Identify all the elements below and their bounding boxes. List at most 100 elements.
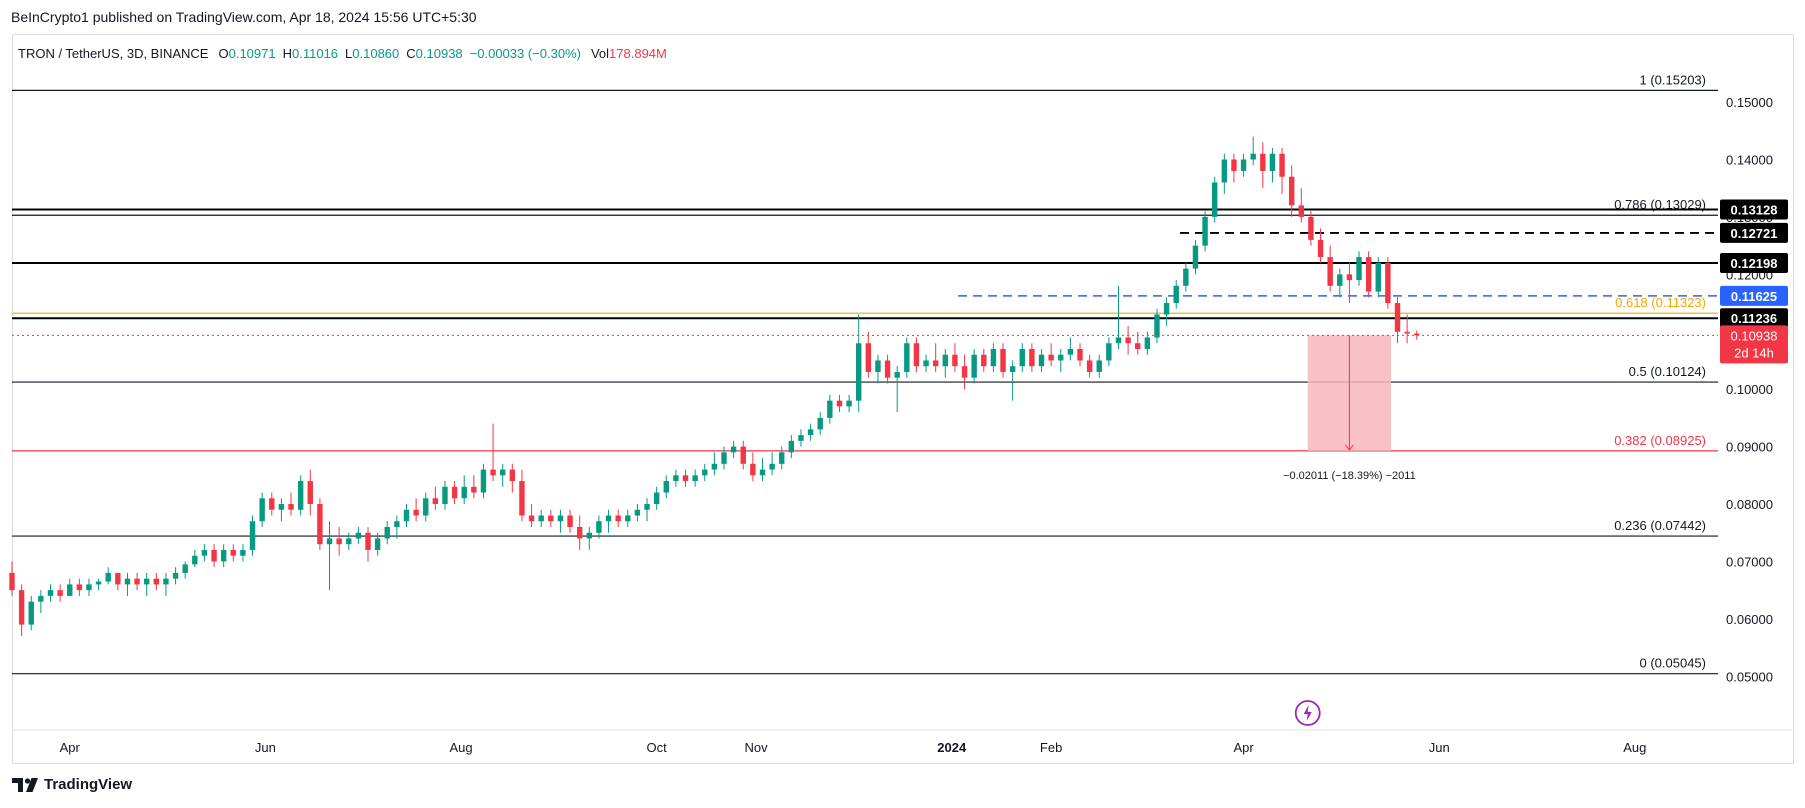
candle[interactable] bbox=[884, 354, 891, 384]
candle[interactable] bbox=[567, 509, 573, 533]
candle[interactable] bbox=[711, 452, 718, 476]
candle[interactable] bbox=[721, 446, 727, 470]
candle[interactable] bbox=[134, 572, 140, 591]
candle[interactable] bbox=[9, 561, 15, 596]
candle[interactable] bbox=[384, 521, 390, 545]
candle[interactable] bbox=[1106, 337, 1112, 367]
candle[interactable] bbox=[1327, 245, 1333, 292]
candle[interactable] bbox=[1009, 360, 1016, 401]
candle[interactable] bbox=[1135, 331, 1141, 355]
candle[interactable] bbox=[1077, 343, 1083, 367]
candle[interactable] bbox=[153, 572, 160, 591]
candle[interactable] bbox=[913, 337, 920, 372]
candle[interactable] bbox=[1154, 308, 1160, 344]
candle[interactable] bbox=[519, 469, 525, 522]
candle[interactable] bbox=[981, 348, 987, 372]
candle[interactable] bbox=[355, 526, 362, 545]
candle[interactable] bbox=[759, 458, 766, 482]
candle[interactable] bbox=[249, 515, 256, 556]
candle[interactable] bbox=[230, 544, 236, 562]
candle[interactable] bbox=[625, 509, 631, 527]
candle[interactable] bbox=[702, 463, 708, 482]
lightning-icon[interactable] bbox=[1294, 700, 1321, 726]
candle[interactable] bbox=[615, 509, 621, 527]
candle[interactable] bbox=[480, 463, 487, 499]
candle[interactable] bbox=[788, 435, 795, 459]
candle[interactable] bbox=[990, 343, 997, 372]
candle[interactable] bbox=[586, 526, 592, 550]
candle[interactable] bbox=[1086, 354, 1093, 378]
candle[interactable] bbox=[471, 475, 477, 499]
candle[interactable] bbox=[817, 412, 823, 436]
candle[interactable] bbox=[971, 348, 977, 384]
candle[interactable] bbox=[730, 440, 737, 459]
candle[interactable] bbox=[423, 492, 429, 522]
candle[interactable] bbox=[942, 348, 948, 378]
candle[interactable] bbox=[1288, 165, 1295, 217]
candle[interactable] bbox=[932, 343, 939, 372]
candle[interactable] bbox=[1365, 251, 1372, 298]
candle[interactable] bbox=[1346, 262, 1353, 304]
candle[interactable] bbox=[1385, 257, 1391, 309]
candle[interactable] bbox=[1375, 257, 1381, 298]
candle[interactable] bbox=[692, 469, 698, 487]
candle[interactable] bbox=[1356, 251, 1362, 286]
candle[interactable] bbox=[1163, 297, 1170, 327]
candle[interactable] bbox=[1048, 343, 1054, 367]
candle[interactable] bbox=[278, 498, 285, 522]
candle[interactable] bbox=[67, 578, 73, 596]
candle[interactable] bbox=[95, 578, 102, 591]
candle[interactable] bbox=[1202, 211, 1208, 252]
candle[interactable] bbox=[836, 394, 843, 413]
candle[interactable] bbox=[105, 567, 111, 585]
candle[interactable] bbox=[451, 481, 458, 505]
candle[interactable] bbox=[47, 584, 54, 602]
candle[interactable] bbox=[1115, 285, 1122, 349]
candle[interactable] bbox=[1173, 280, 1179, 309]
candle[interactable] bbox=[605, 509, 612, 533]
candle[interactable] bbox=[961, 354, 968, 390]
candle[interactable] bbox=[673, 469, 679, 487]
candle[interactable] bbox=[490, 423, 496, 482]
candle[interactable] bbox=[1394, 297, 1401, 344]
candle[interactable] bbox=[365, 526, 371, 562]
candle[interactable] bbox=[1183, 262, 1189, 292]
candle[interactable] bbox=[500, 463, 506, 487]
candle[interactable] bbox=[374, 532, 381, 556]
candle[interactable] bbox=[904, 337, 910, 378]
candle[interactable] bbox=[807, 423, 814, 441]
candle[interactable] bbox=[1404, 314, 1410, 344]
candle[interactable] bbox=[1231, 153, 1237, 183]
candle[interactable] bbox=[779, 446, 785, 470]
candle[interactable] bbox=[442, 481, 448, 510]
candle[interactable] bbox=[576, 515, 583, 550]
candle[interactable] bbox=[1308, 211, 1314, 246]
candle[interactable] bbox=[432, 486, 439, 510]
candle[interactable] bbox=[1192, 239, 1199, 275]
candle[interactable] bbox=[317, 498, 323, 550]
candle[interactable] bbox=[1096, 354, 1102, 378]
candle[interactable] bbox=[1269, 148, 1276, 183]
candle[interactable] bbox=[288, 492, 294, 516]
candle[interactable] bbox=[86, 578, 92, 596]
candle[interactable] bbox=[38, 590, 44, 614]
candle[interactable] bbox=[394, 515, 400, 539]
candle[interactable] bbox=[346, 532, 352, 550]
candle[interactable] bbox=[663, 475, 669, 499]
candle[interactable] bbox=[528, 504, 535, 527]
candle[interactable] bbox=[211, 544, 217, 568]
candle[interactable] bbox=[461, 475, 467, 505]
candle[interactable] bbox=[856, 314, 862, 413]
candle[interactable] bbox=[1298, 188, 1304, 223]
candle[interactable] bbox=[1212, 176, 1218, 223]
candle[interactable] bbox=[269, 492, 275, 516]
candle[interactable] bbox=[750, 452, 756, 482]
candle[interactable] bbox=[76, 578, 83, 596]
candle[interactable] bbox=[1029, 343, 1035, 372]
candle[interactable] bbox=[259, 492, 265, 527]
candle[interactable] bbox=[297, 475, 304, 516]
candle[interactable] bbox=[1279, 148, 1285, 194]
candle[interactable] bbox=[875, 354, 881, 384]
candle[interactable] bbox=[220, 544, 227, 568]
